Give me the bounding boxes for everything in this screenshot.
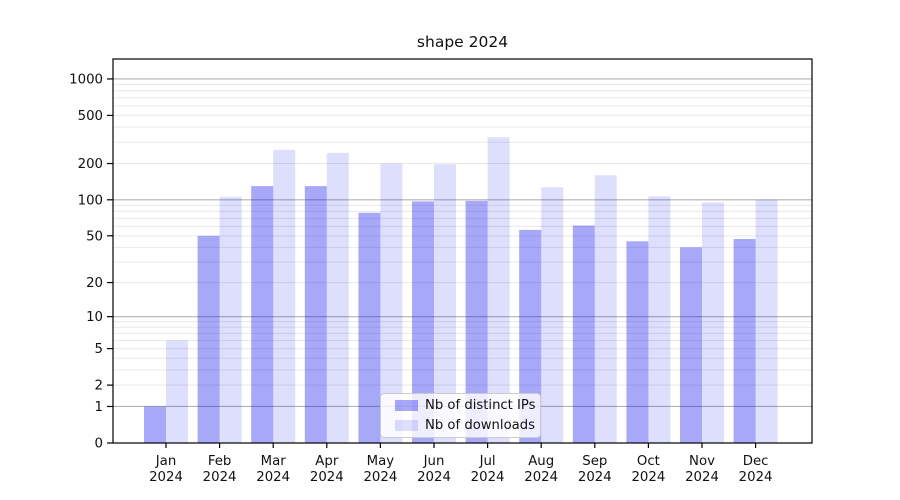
y-tick-label: 500 [78, 109, 103, 124]
legend-swatch-downloads [395, 420, 418, 431]
y-tick-label: 50 [86, 229, 103, 244]
x-tick-label-year: 2024 [149, 470, 183, 485]
x-tick-label-year: 2024 [310, 470, 344, 485]
bar-distinct-ips-jul [465, 200, 488, 443]
x-tick-label-year: 2024 [578, 470, 612, 485]
bar-distinct-ips-nov [680, 247, 702, 443]
y-tick-label: 2 [95, 379, 103, 394]
y-tick-label: 20 [86, 276, 103, 291]
bar-downloads-aug [541, 187, 564, 443]
legend-item-distinct-ips: Nb of distinct IPs [395, 396, 540, 414]
bar-downloads-jan [166, 340, 188, 443]
bar-downloads-sep [594, 175, 617, 443]
x-tick-label-month: Jul [479, 454, 496, 469]
bar-downloads-jul [487, 137, 510, 443]
y-tick-label: 100 [78, 193, 103, 208]
chart-legend: Nb of distinct IPs Nb of downloads [380, 393, 541, 438]
bar-distinct-ips-jan [144, 406, 166, 443]
bar-downloads-apr [326, 152, 349, 443]
bar-distinct-ips-sep [572, 225, 595, 443]
bar-downloads-oct [648, 196, 671, 443]
bar-downloads-nov [702, 202, 724, 443]
x-tick-label-month: Jan [155, 454, 177, 469]
bar-distinct-ips-aug [519, 229, 542, 443]
x-tick-label-month: Apr [315, 454, 339, 469]
x-tick-label-year: 2024 [256, 470, 290, 485]
x-tick-label-year: 2024 [363, 470, 397, 485]
x-tick-label-month: Feb [208, 454, 232, 469]
plot-border [112, 58, 813, 444]
bar-downloads-mar [273, 149, 296, 443]
legend-item-downloads: Nb of downloads [395, 417, 540, 435]
legend-label-downloads: Nb of downloads [425, 418, 535, 434]
bar-distinct-ips-jun [412, 201, 434, 443]
chart-title: shape 2024 [416, 33, 509, 51]
bar-distinct-ips-dec [733, 239, 756, 443]
y-tick-label: 5 [95, 342, 103, 357]
x-tick-label-year: 2024 [524, 470, 558, 485]
bar-distinct-ips-mar [251, 186, 274, 443]
bar-downloads-jun [434, 164, 456, 443]
x-tick-label-year: 2024 [417, 470, 451, 485]
y-tick-label: 200 [78, 157, 103, 172]
x-tick-label-year: 2024 [203, 470, 237, 485]
y-tick-label: 1 [95, 400, 103, 415]
x-tick-label-month: Nov [689, 454, 715, 469]
x-tick-label-year: 2024 [685, 470, 719, 485]
x-tick-label-month: May [367, 454, 395, 469]
x-tick-label-month: Oct [637, 454, 660, 469]
x-tick-label-year: 2024 [471, 470, 505, 485]
bar-downloads-may [380, 163, 403, 444]
y-tick-label: 10 [86, 310, 103, 325]
x-tick-label-month: Aug [528, 454, 554, 469]
x-tick-label-month: Sep [582, 454, 607, 469]
x-tick-label-year: 2024 [631, 470, 665, 485]
x-tick-label-month: Jun [423, 454, 445, 469]
bar-distinct-ips-oct [626, 241, 649, 443]
y-tick-label: 1000 [69, 73, 103, 88]
x-tick-label-month: Dec [743, 454, 769, 469]
legend-swatch-distinct-ips [395, 400, 418, 411]
y-tick-label: 0 [95, 437, 103, 452]
x-tick-label-month: Mar [261, 454, 287, 469]
bar-distinct-ips-apr [304, 186, 327, 443]
bar-distinct-ips-feb [197, 235, 220, 443]
x-tick-label-year: 2024 [739, 470, 773, 485]
bar-distinct-ips-may [358, 212, 381, 443]
bar-downloads-dec [755, 199, 778, 443]
legend-label-distinct-ips: Nb of distinct IPs [425, 397, 536, 413]
bar-downloads-feb [219, 196, 242, 443]
